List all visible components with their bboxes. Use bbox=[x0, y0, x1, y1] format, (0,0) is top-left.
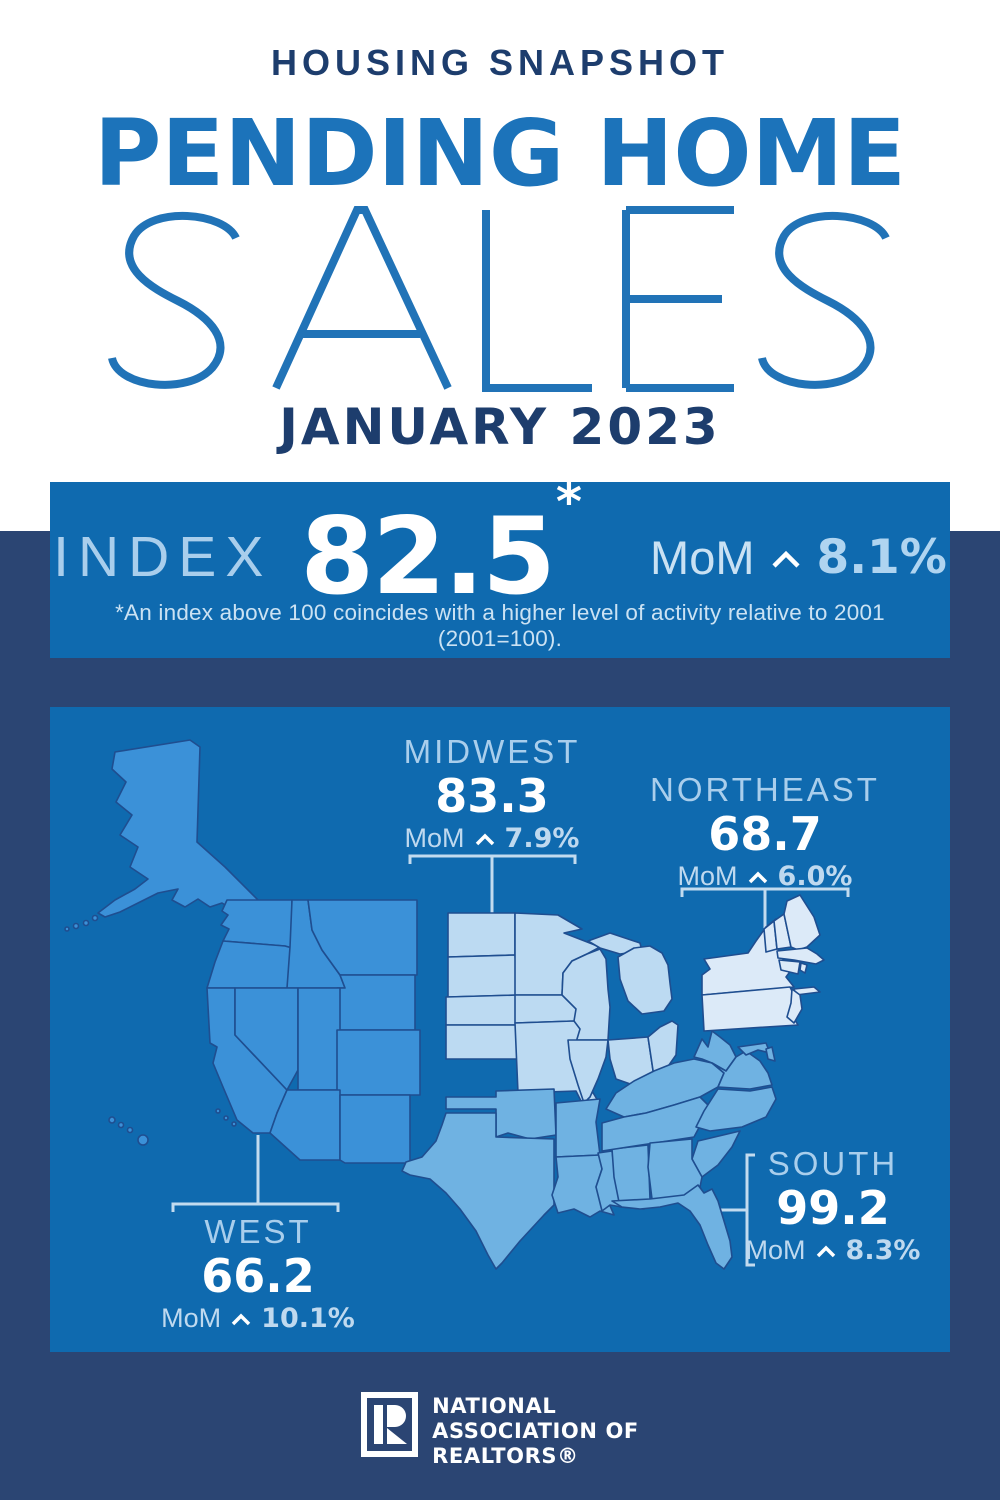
region-value: 99.2 bbox=[776, 1181, 890, 1235]
region-midwest-shape bbox=[445, 912, 679, 1104]
region-value: 83.3 bbox=[435, 769, 549, 823]
map-panel: MIDWEST 83.3 MoM 7.9% NORTHEAST 68.7 MoM… bbox=[50, 707, 950, 1352]
region-northeast-shape bbox=[701, 894, 825, 1032]
leader-brackets bbox=[171, 854, 850, 1267]
nar-logo-text: NATIONAL ASSOCIATION OF REALTORS® bbox=[432, 1394, 639, 1468]
region-label-west: WEST 66.2 MoM 10.1% bbox=[138, 1213, 378, 1334]
up-caret-icon bbox=[231, 1313, 251, 1326]
region-name: WEST bbox=[204, 1213, 312, 1250]
region-name: NORTHEAST bbox=[650, 771, 880, 808]
mom-value: 8.1% bbox=[816, 529, 947, 585]
region-mom: MoM 8.3% bbox=[745, 1234, 921, 1266]
region-value: 66.2 bbox=[201, 1249, 315, 1303]
us-regions-map bbox=[64, 739, 850, 1270]
region-mom: MoM 7.9% bbox=[404, 822, 580, 854]
up-caret-icon bbox=[475, 833, 494, 846]
title-pending-home: PENDING HOME bbox=[93, 100, 906, 207]
region-mom: MoM 6.0% bbox=[677, 860, 853, 892]
region-label-northeast: NORTHEAST 68.7 MoM 6.0% bbox=[645, 771, 885, 892]
region-label-midwest: MIDWEST 83.3 MoM 7.9% bbox=[372, 733, 612, 854]
nar-logo-block: NATIONAL ASSOCIATION OF REALTORS® bbox=[0, 1392, 1000, 1469]
index-value: 82.5* bbox=[300, 473, 582, 618]
report-date: JANUARY 2023 bbox=[279, 398, 721, 456]
index-footnote: *An index above 100 coincides with a hig… bbox=[115, 600, 885, 651]
index-row: INDEX 82.5* MoM 8.1% bbox=[50, 473, 950, 618]
region-label-south: SOUTH 99.2 MoM 8.3% bbox=[733, 1145, 933, 1266]
up-caret-icon bbox=[816, 1245, 835, 1258]
region-name: MIDWEST bbox=[403, 733, 581, 770]
region-value: 68.7 bbox=[708, 807, 822, 861]
mom-label: MoM bbox=[650, 530, 755, 584]
region-name: SOUTH bbox=[767, 1145, 899, 1182]
title-sales-outline-text bbox=[108, 206, 890, 392]
index-panel: INDEX 82.5* MoM 8.1% *An index above 100… bbox=[50, 473, 950, 658]
region-mom: MoM 10.1% bbox=[161, 1302, 355, 1334]
region-south-shape bbox=[401, 1030, 777, 1270]
up-caret-icon bbox=[771, 550, 800, 568]
region-west-shape bbox=[64, 739, 421, 1164]
nar-r-logo-icon bbox=[361, 1392, 419, 1457]
national-mom-group: MoM 8.1% bbox=[650, 530, 947, 585]
asterisk: * bbox=[555, 473, 582, 531]
kicker-heading: HOUSING SNAPSHOT bbox=[270, 42, 730, 83]
index-label: INDEX bbox=[53, 525, 273, 589]
up-caret-icon bbox=[748, 871, 767, 884]
